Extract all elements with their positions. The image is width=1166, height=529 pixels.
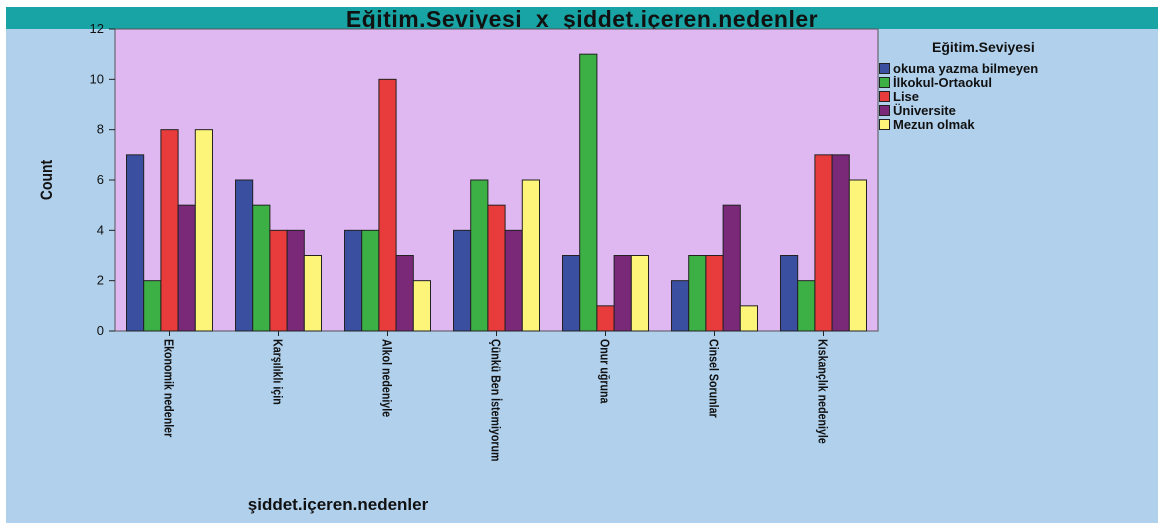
bar <box>504 229 523 332</box>
bar <box>688 255 707 332</box>
legend-swatch <box>879 104 890 116</box>
y-tick-label: 8 <box>97 122 104 137</box>
y-axis-label: Count <box>38 160 57 200</box>
y-tick-label: 6 <box>97 172 104 187</box>
bar <box>814 154 833 332</box>
x-tick-label: Çünkü Ben İstemiyorum <box>488 339 504 461</box>
legend-title: Eğitim.Seviyesi <box>932 39 1035 55</box>
legend-label: İlkokul-Ortaokul <box>893 74 992 90</box>
legend-item: okuma yazma bilmeyen <box>879 61 1159 75</box>
bar <box>739 305 758 332</box>
bar <box>177 204 196 332</box>
bar <box>252 204 271 332</box>
chart-frame: Eğitim.Seviyesi x şiddet.içeren.nedenler… <box>6 6 1159 523</box>
x-tick-label: Alkol nedeniyle <box>379 339 394 417</box>
bar <box>722 204 741 332</box>
legend-label: Mezun olmak <box>893 116 975 132</box>
bar <box>344 229 363 332</box>
bar <box>395 255 414 332</box>
bar <box>160 129 179 332</box>
y-tick-label: 4 <box>97 222 104 237</box>
bar <box>194 129 214 332</box>
legend-item: İlkokul-Ortaokul <box>879 75 1159 89</box>
bar <box>630 255 649 332</box>
bar <box>126 154 145 332</box>
bar <box>780 255 799 332</box>
chart-title: Eğitim.Seviyesi x şiddet.içeren.nedenler <box>345 6 819 32</box>
x-axis-label: şiddet.içeren.nedenler <box>248 495 429 514</box>
bar <box>361 229 380 332</box>
bar <box>705 255 724 332</box>
y-tick-label: 12 <box>90 21 104 36</box>
bar <box>143 280 162 332</box>
legend-swatch <box>879 90 890 102</box>
bar <box>562 255 581 332</box>
x-tick-label: Karşılıklı için <box>270 339 285 405</box>
legend: Eğitim.Seviyesi okuma yazma bilmeyen İlko… <box>879 39 1159 131</box>
bar <box>579 53 598 332</box>
bar <box>378 78 397 332</box>
x-tick-label: Cinsel Sorunlar <box>706 339 721 418</box>
x-tick-label: Onur uğruna <box>597 339 612 404</box>
chart-title-bar: Eğitim.Seviyesi x şiddet.içeren.nedenler <box>6 6 1158 32</box>
legend-items: okuma yazma bilmeyen İlkokul-Ortaokul Lise… <box>879 61 1159 131</box>
bar <box>797 280 816 332</box>
x-tick-label: Kıskançlık nedeniyle <box>815 339 830 444</box>
bar <box>453 229 472 332</box>
bar <box>671 280 690 332</box>
y-tick-label: 0 <box>97 323 104 338</box>
bar <box>848 179 867 332</box>
legend-label: okuma yazma bilmeyen <box>893 60 1039 76</box>
bar <box>470 179 489 332</box>
legend-swatch <box>879 62 890 74</box>
legend-label: Üniversite <box>893 102 956 118</box>
bar <box>235 179 254 332</box>
bar <box>303 255 322 332</box>
bar <box>521 179 540 332</box>
bar <box>596 305 615 332</box>
legend-item: Mezun olmak <box>879 117 1159 131</box>
bar-chart: 0 2 4 6 8 10 12 Count Ekonomik nedenler Karşılıkl… <box>38 21 879 514</box>
bar <box>487 204 506 332</box>
x-tick-label: Ekonomik nedenler <box>161 339 176 438</box>
bar <box>831 154 850 332</box>
bar <box>286 229 305 332</box>
legend-item: Üniversite <box>879 103 1159 117</box>
bar <box>412 280 431 332</box>
y-tick-label: 2 <box>97 273 104 288</box>
legend-swatch <box>879 76 890 88</box>
legend-swatch <box>879 118 890 130</box>
y-tick-label: 10 <box>90 71 104 86</box>
legend-label: Lise <box>893 88 920 104</box>
bar <box>269 229 288 332</box>
bar <box>613 255 632 332</box>
legend-item: Lise <box>879 89 1159 103</box>
